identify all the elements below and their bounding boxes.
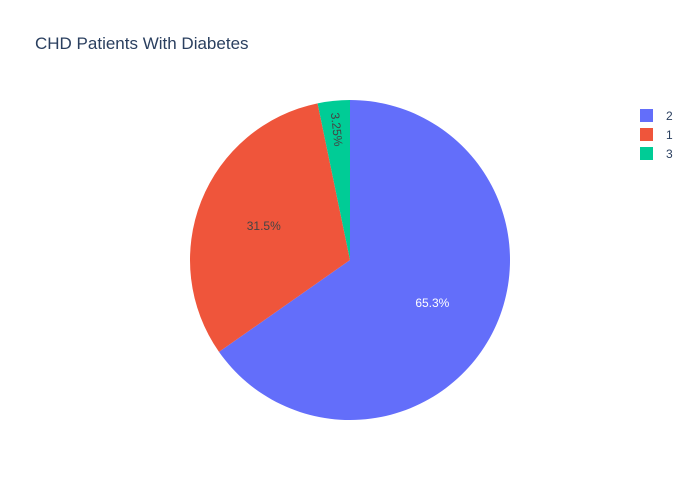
- slice-label-3: 3.25%: [328, 112, 345, 148]
- pie-slice-2[interactable]: [218, 100, 511, 420]
- slice-label-2: 65.3%: [415, 296, 449, 310]
- chart-title: CHD Patients With Diabetes: [35, 34, 249, 53]
- legend-label: 1: [666, 127, 673, 142]
- legend-item-3[interactable]: 3: [640, 144, 673, 163]
- pie-slices: [189, 100, 511, 420]
- legend-label: 2: [666, 108, 673, 123]
- legend-swatch: [640, 109, 653, 122]
- legend-item-1[interactable]: 1: [640, 125, 673, 144]
- legend-label: 3: [666, 146, 673, 161]
- legend-swatch: [640, 147, 653, 160]
- pie-slice-1[interactable]: [189, 103, 350, 352]
- legend-swatch: [640, 128, 653, 141]
- slice-label-1: 31.5%: [247, 219, 281, 233]
- pie-slice-3[interactable]: [317, 100, 350, 260]
- legend-item-2[interactable]: 2: [640, 106, 673, 125]
- legend: 2 1 3: [640, 106, 673, 163]
- pie-labels: 65.3% 31.5% 3.25%: [247, 112, 450, 310]
